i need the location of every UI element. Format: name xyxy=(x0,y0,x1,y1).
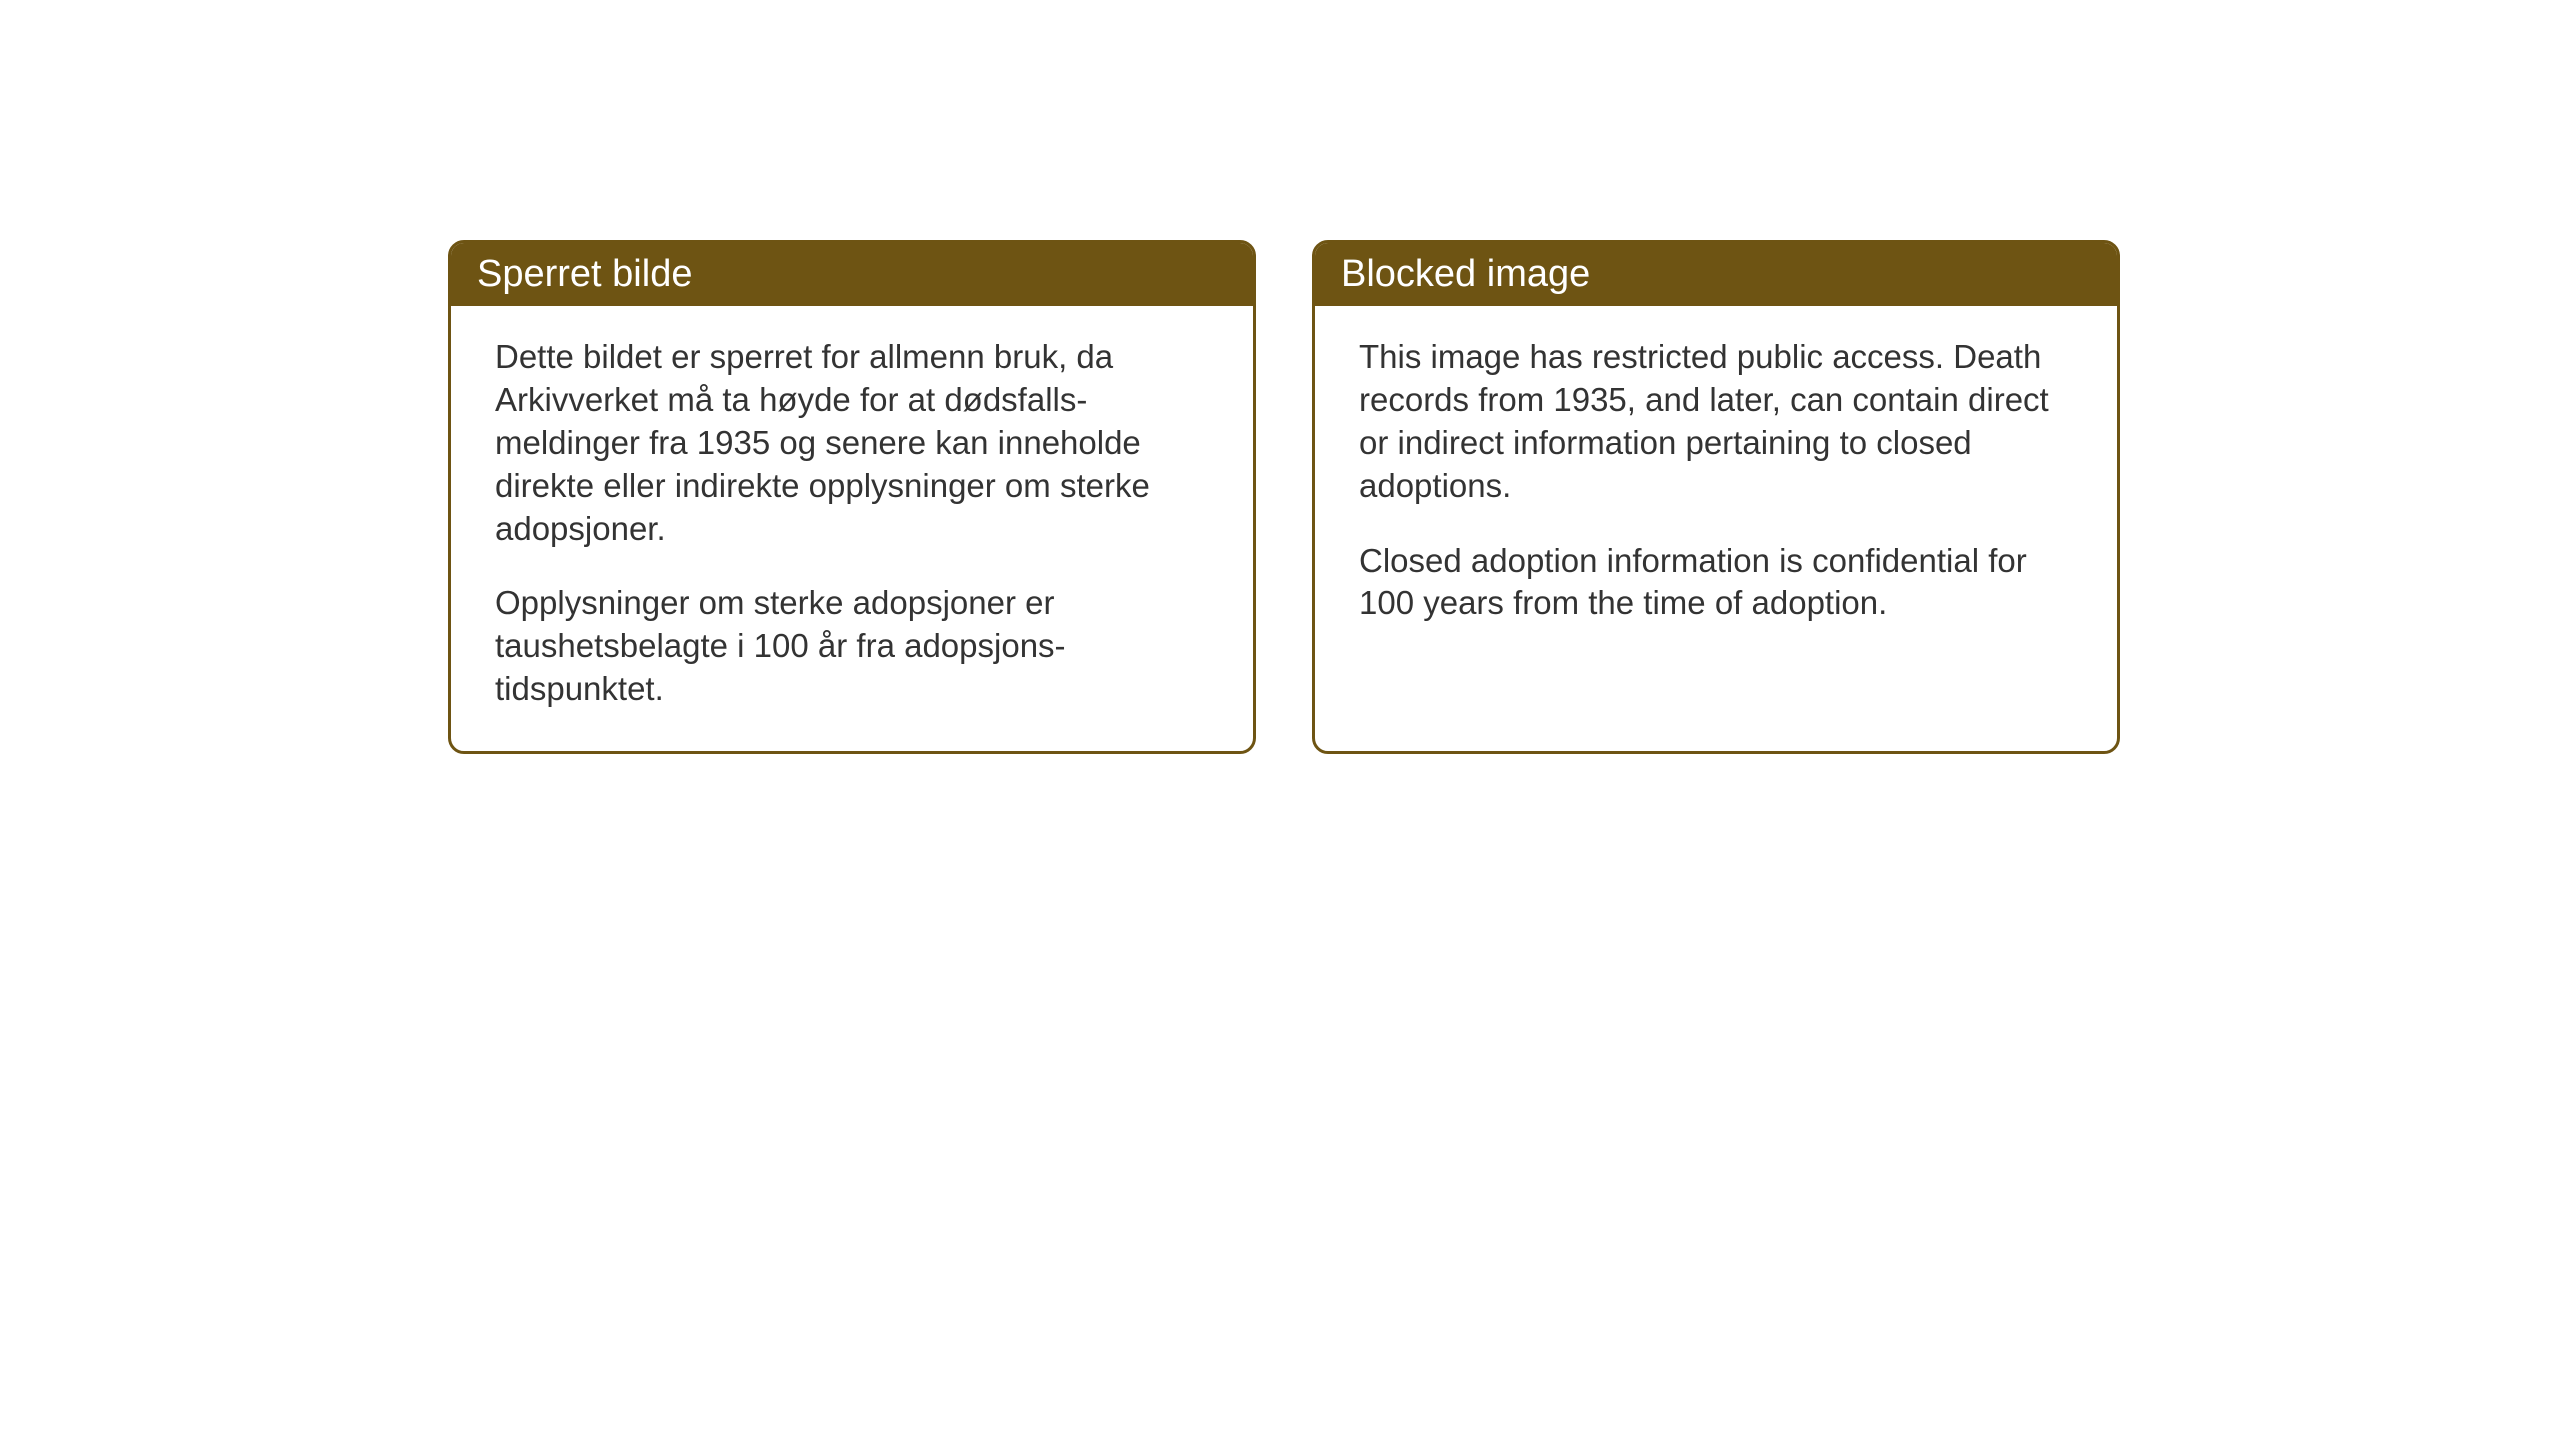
notice-paragraph-2-english: Closed adoption information is confident… xyxy=(1359,540,2073,626)
notice-body-norwegian: Dette bildet er sperret for allmenn bruk… xyxy=(451,306,1253,751)
notice-box-norwegian: Sperret bilde Dette bildet er sperret fo… xyxy=(448,240,1256,754)
notice-box-english: Blocked image This image has restricted … xyxy=(1312,240,2120,754)
notice-paragraph-2-norwegian: Opplysninger om sterke adopsjoner er tau… xyxy=(495,582,1209,711)
notice-paragraph-1-english: This image has restricted public access.… xyxy=(1359,336,2073,508)
notice-container: Sperret bilde Dette bildet er sperret fo… xyxy=(448,240,2120,754)
notice-body-english: This image has restricted public access.… xyxy=(1315,306,2117,665)
notice-paragraph-1-norwegian: Dette bildet er sperret for allmenn bruk… xyxy=(495,336,1209,550)
notice-title-english: Blocked image xyxy=(1341,253,1590,295)
notice-title-norwegian: Sperret bilde xyxy=(477,253,692,295)
notice-header-norwegian: Sperret bilde xyxy=(451,243,1253,306)
notice-header-english: Blocked image xyxy=(1315,243,2117,306)
